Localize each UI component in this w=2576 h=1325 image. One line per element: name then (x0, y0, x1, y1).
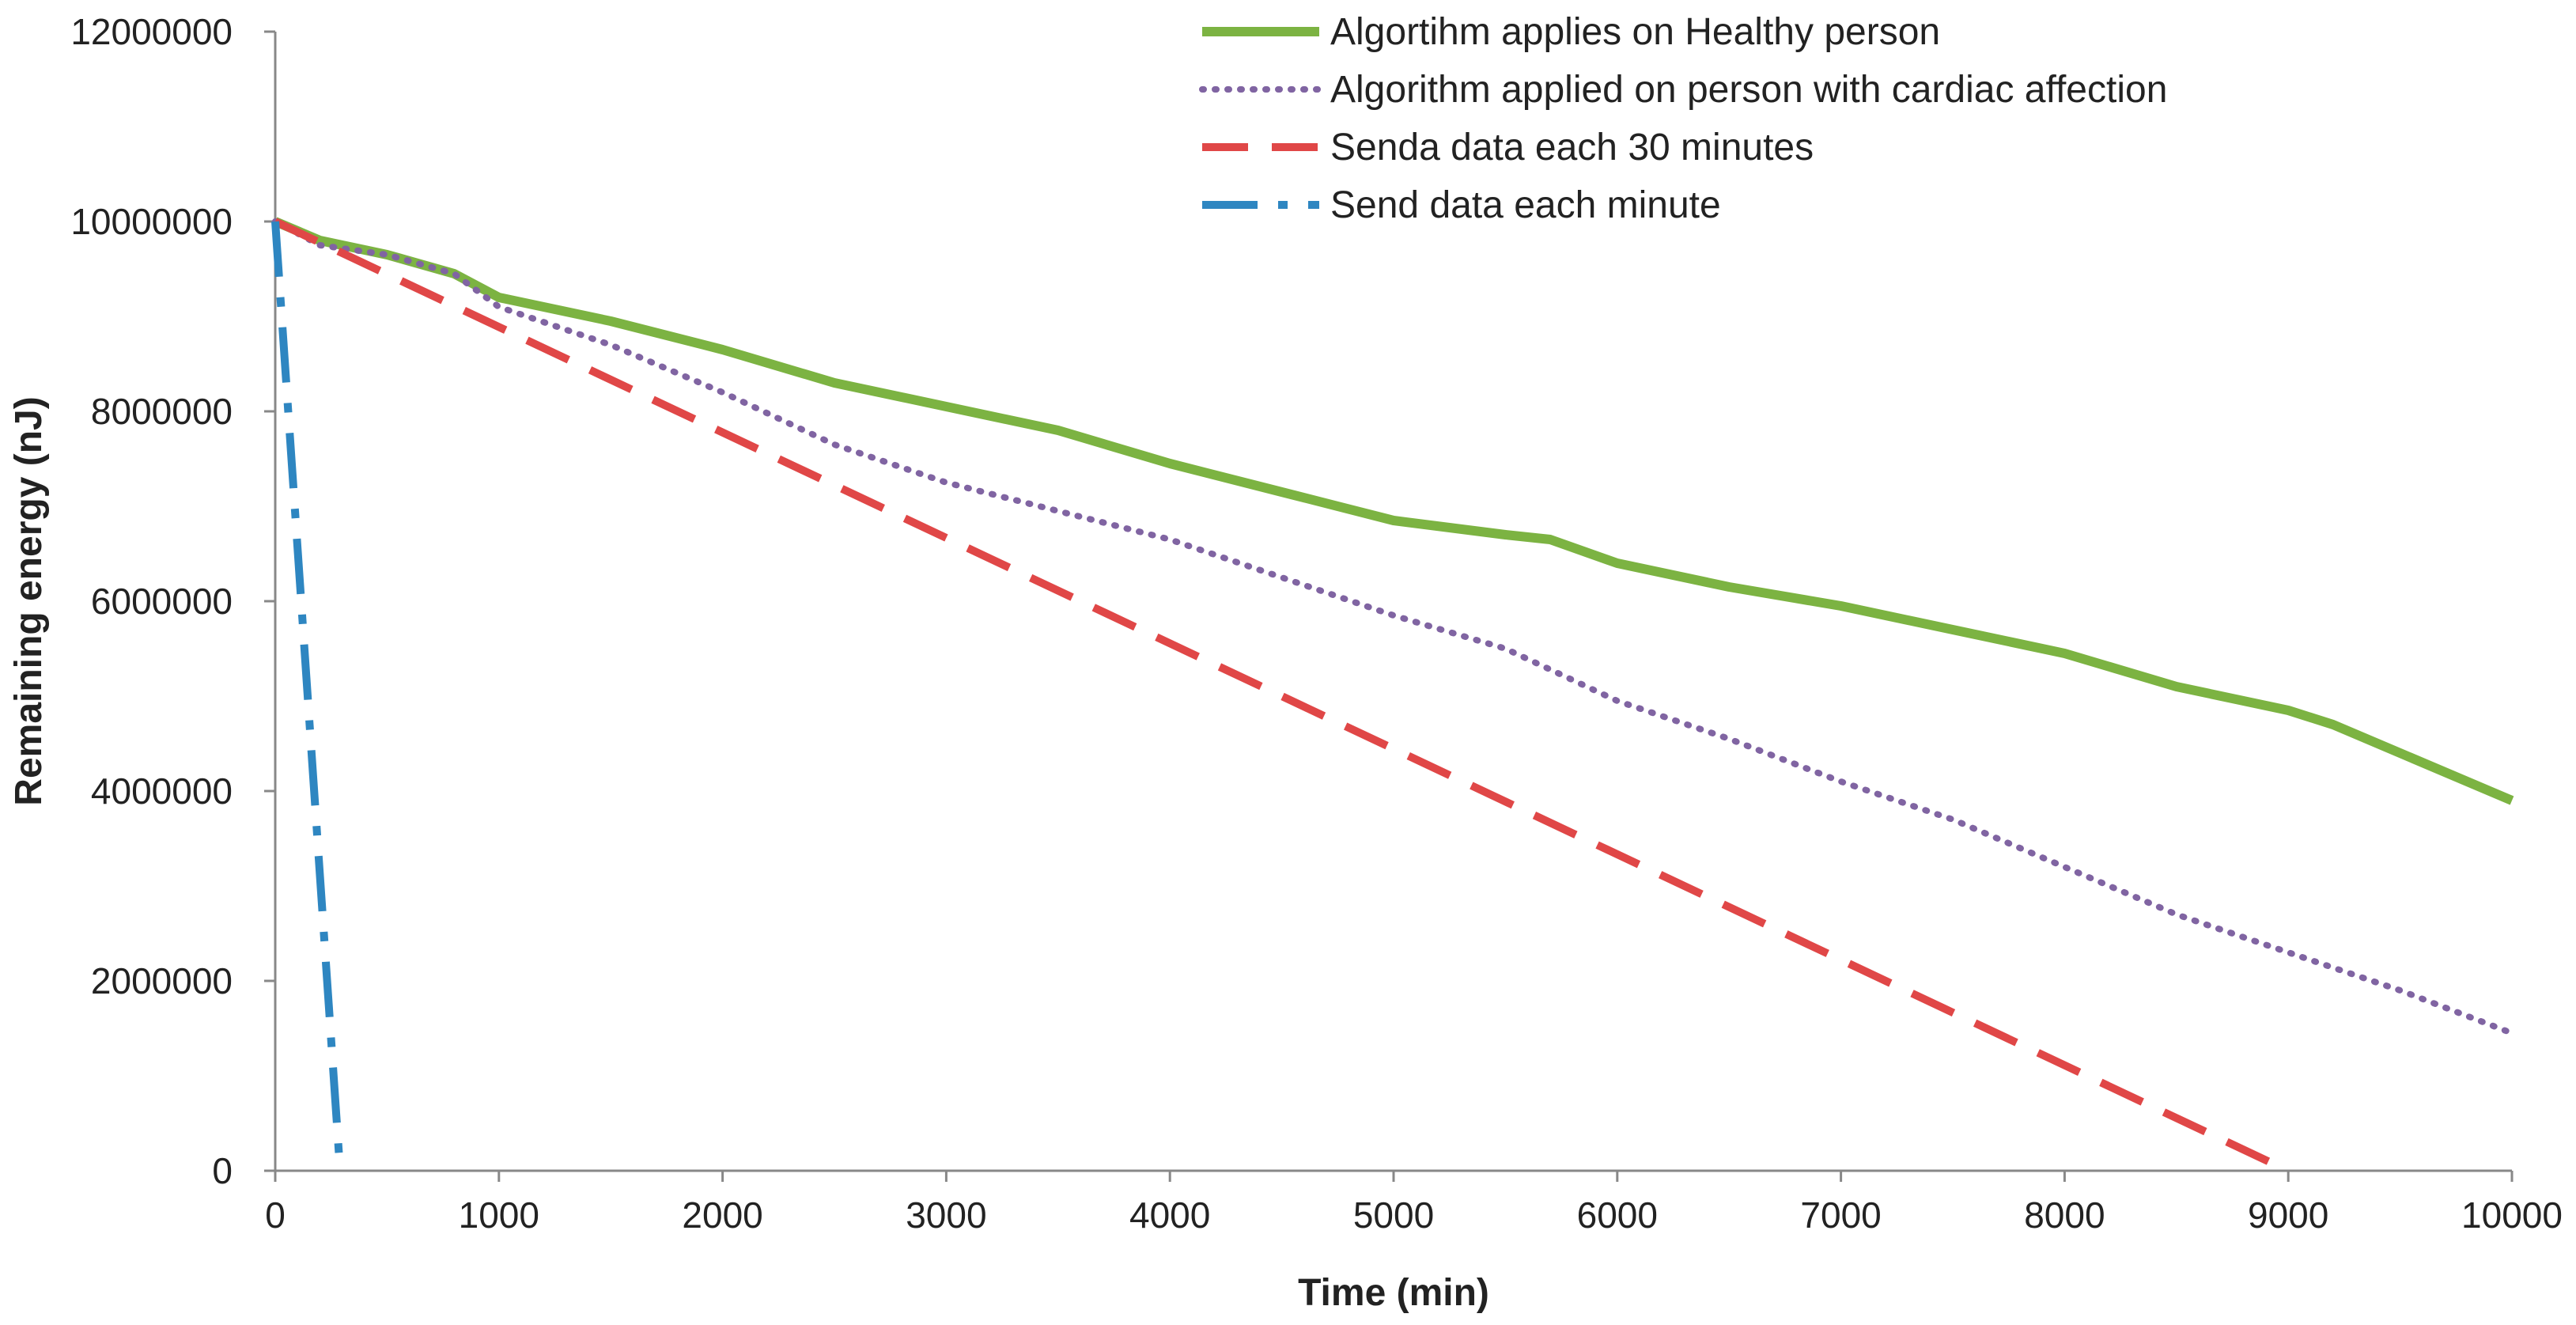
x-tick-label: 3000 (906, 1194, 986, 1236)
y-tick-label: 8000000 (91, 391, 233, 432)
y-tick-label: 12000000 (70, 11, 233, 52)
y-tick-label: 10000000 (70, 201, 233, 242)
legend: Algortihm applies on Healthy person Algor… (1199, 11, 2167, 226)
series-group (271, 217, 2515, 1175)
series-line-4 (271, 221, 344, 1172)
legend-label-4: Send data each minute (1330, 184, 1721, 226)
x-tick-label: 8000 (2024, 1194, 2105, 1236)
y-tick-label: 6000000 (91, 581, 233, 622)
series-line-3 (273, 218, 2290, 1175)
x-tick-label: 2000 (682, 1194, 762, 1236)
series-line-2 (272, 218, 2515, 1036)
x-tick-label: 10000 (2461, 1194, 2563, 1236)
y-tick-label: 0 (212, 1150, 233, 1191)
x-tick-label: 7000 (1800, 1194, 1881, 1236)
x-ticks: 0 1000 2000 3000 4000 5000 6000 7000 8000 9000 100… (265, 1171, 2563, 1236)
legend-label-3: Senda data each 30 minutes (1330, 127, 1814, 168)
x-tick-label: 5000 (1353, 1194, 1434, 1236)
x-axis-title: Time (min) (1298, 1272, 1489, 1314)
y-ticks: 0 2000000 4000000 6000000 8000000 10000000 120… (70, 11, 275, 1191)
x-tick-label: 4000 (1129, 1194, 1210, 1236)
x-tick-label: 1000 (459, 1194, 539, 1236)
y-tick-label: 2000000 (91, 960, 233, 1001)
y-axis-title: Remaining energy (nJ) (8, 396, 50, 805)
series-line-1 (273, 217, 2514, 805)
legend-label-1: Algortihm applies on Healthy person (1330, 11, 1940, 53)
y-tick-label: 4000000 (91, 770, 233, 812)
x-tick-label: 0 (265, 1194, 286, 1236)
x-tick-label: 6000 (1577, 1194, 1658, 1236)
x-tick-label: 9000 (2248, 1194, 2328, 1236)
legend-label-2: Algorithm applied on person with cardiac… (1330, 69, 2167, 111)
